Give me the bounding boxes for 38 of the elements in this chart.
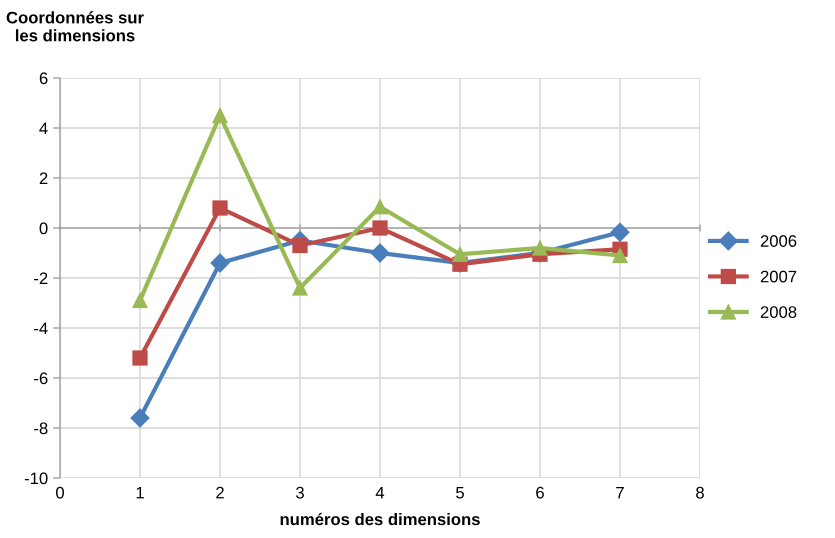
- legend-label: 2008: [760, 306, 796, 318]
- y-tick-label: 0: [40, 222, 48, 234]
- point: [372, 199, 388, 214]
- x-tick-label: 0: [56, 486, 64, 499]
- point: [212, 108, 228, 124]
- point: [132, 350, 148, 366]
- point: [210, 253, 230, 273]
- y-tick-label: -6: [34, 372, 48, 384]
- y-tick-label: 2: [40, 172, 48, 184]
- x-tick-label: 3: [296, 486, 304, 499]
- x-tick-label: 2: [216, 486, 224, 498]
- x-tick-label: 8: [696, 486, 704, 499]
- point: [452, 246, 468, 262]
- y-tick-label: -10: [24, 472, 48, 484]
- x-tick-label: 1: [136, 486, 144, 498]
- point: [370, 243, 390, 263]
- y-tick-label: -8: [34, 422, 48, 434]
- legend-label: 2006: [760, 235, 796, 247]
- point: [610, 222, 630, 242]
- point: [372, 220, 388, 236]
- y-tick-label: 4: [39, 122, 48, 134]
- point: [130, 408, 150, 428]
- point: [532, 240, 548, 256]
- x-tick-label: 4: [376, 486, 384, 498]
- y-tick-label: -2: [34, 272, 48, 284]
- x-tick-label: 6: [536, 486, 544, 499]
- point: [212, 200, 228, 216]
- point: [292, 238, 308, 254]
- y-tick-label: 6: [40, 72, 48, 84]
- point: [132, 292, 148, 308]
- point: [612, 248, 628, 264]
- y-tick-label: -4: [34, 322, 48, 334]
- legend-label: 2007: [760, 270, 796, 282]
- x-axis-title: numéros des dimensions: [280, 512, 480, 526]
- y-axis-title: Coordonnées sur les dimensions: [6, 11, 144, 42]
- x-tick-label: 5: [456, 486, 464, 499]
- x-tick-label: 7: [616, 486, 624, 498]
- point: [292, 280, 308, 296]
